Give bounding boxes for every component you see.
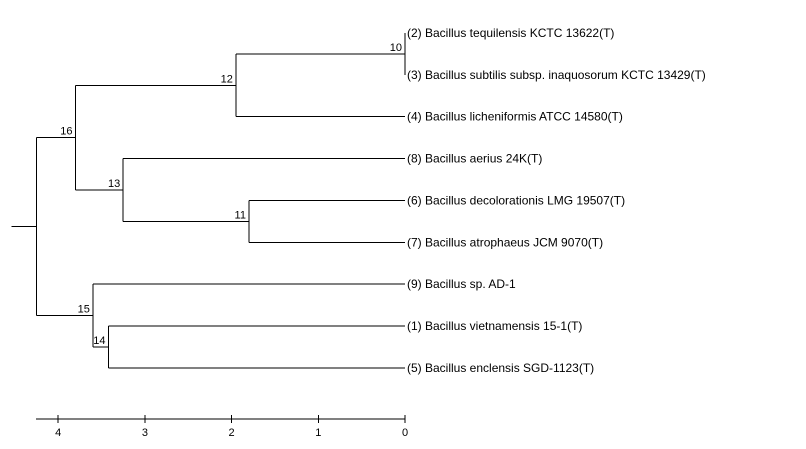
node-label-12: 12 (221, 73, 233, 85)
scale-tick-label-3: 3 (142, 427, 148, 439)
leaf-label-1: (1) Bacillus vietnamensis 15-1(T) (407, 319, 582, 333)
leaf-label-7: (7) Bacillus atrophaeus JCM 9070(T) (407, 235, 603, 249)
node-label-14: 14 (93, 335, 105, 347)
scale-tick-label-1: 1 (315, 427, 321, 439)
leaf-label-4: (4) Bacillus licheniformis ATCC 14580(T) (407, 110, 623, 124)
node-labels: 10 12 11 13 16 14 15 (60, 42, 402, 347)
node-label-11: 11 (235, 209, 246, 221)
leaf-label-5: (5) Bacillus enclensis SGD-1123(T) (407, 361, 594, 375)
node-label-13: 13 (108, 178, 120, 190)
leaf-label-9: (9) Bacillus sp. AD-1 (407, 277, 516, 291)
node-label-10: 10 (390, 42, 402, 54)
leaf-label-3: (3) Bacillus subtilis subsp. inaquosorum… (407, 68, 706, 82)
scale-tick-label-4: 4 (55, 427, 61, 439)
tree-branches (11, 33, 406, 369)
node-label-16: 16 (60, 126, 72, 138)
leaf-label-6: (6) Bacillus decolorationis LMG 19507(T) (407, 193, 625, 207)
leaf-labels: (2) Bacillus tequilensis KCTC 13622(T) (3… (407, 26, 706, 375)
scale-tick-label-0: 0 (402, 427, 408, 439)
node-label-15: 15 (78, 303, 90, 315)
scale-axis: 4 3 2 1 0 (36, 415, 408, 439)
leaf-label-2: (2) Bacillus tequilensis KCTC 13622(T) (407, 26, 614, 40)
scale-tick-label-2: 2 (229, 427, 235, 439)
leaf-label-8: (8) Bacillus aerius 24K(T) (407, 152, 542, 166)
